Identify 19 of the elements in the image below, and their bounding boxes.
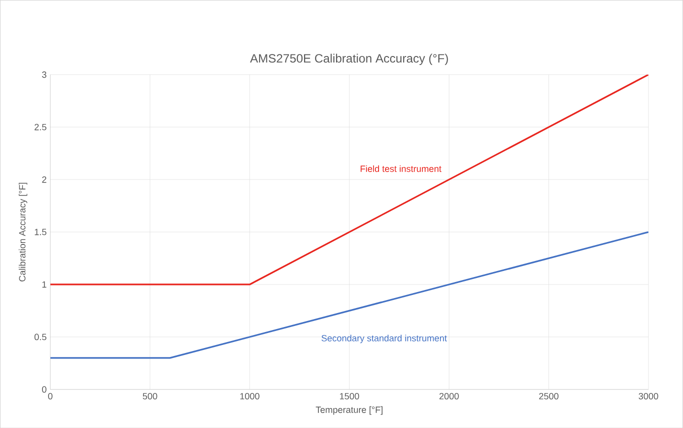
y-tick-label: 1.5 [34, 228, 46, 236]
series-label: Secondary standard instrument [322, 334, 447, 344]
x-axis-title: Temperature [°F] [316, 406, 382, 415]
y-tick-label: 3 [42, 71, 46, 78]
y-axis-title: Calibration Accuracy [°F] [18, 182, 28, 282]
x-tick-label: 1500 [340, 392, 360, 400]
chart-title: AMS2750E Calibration Accuracy (°F) [250, 54, 448, 65]
x-tick-label: 3000 [638, 392, 658, 400]
x-tick-label: 2000 [439, 392, 459, 400]
x-tick-label: 0 [48, 392, 52, 400]
x-tick-label: 2500 [539, 392, 558, 400]
y-tick-label: 2.5 [34, 124, 46, 130]
y-tick-label: 0 [42, 386, 46, 393]
y-tick-label: 0.5 [34, 334, 46, 340]
y-tick-label: 2 [42, 176, 46, 183]
y-tick-label: 1 [42, 281, 46, 288]
x-tick-label: 500 [142, 392, 158, 400]
series-label: Field test instrument [360, 165, 442, 172]
x-tick-label: 1000 [240, 392, 260, 400]
